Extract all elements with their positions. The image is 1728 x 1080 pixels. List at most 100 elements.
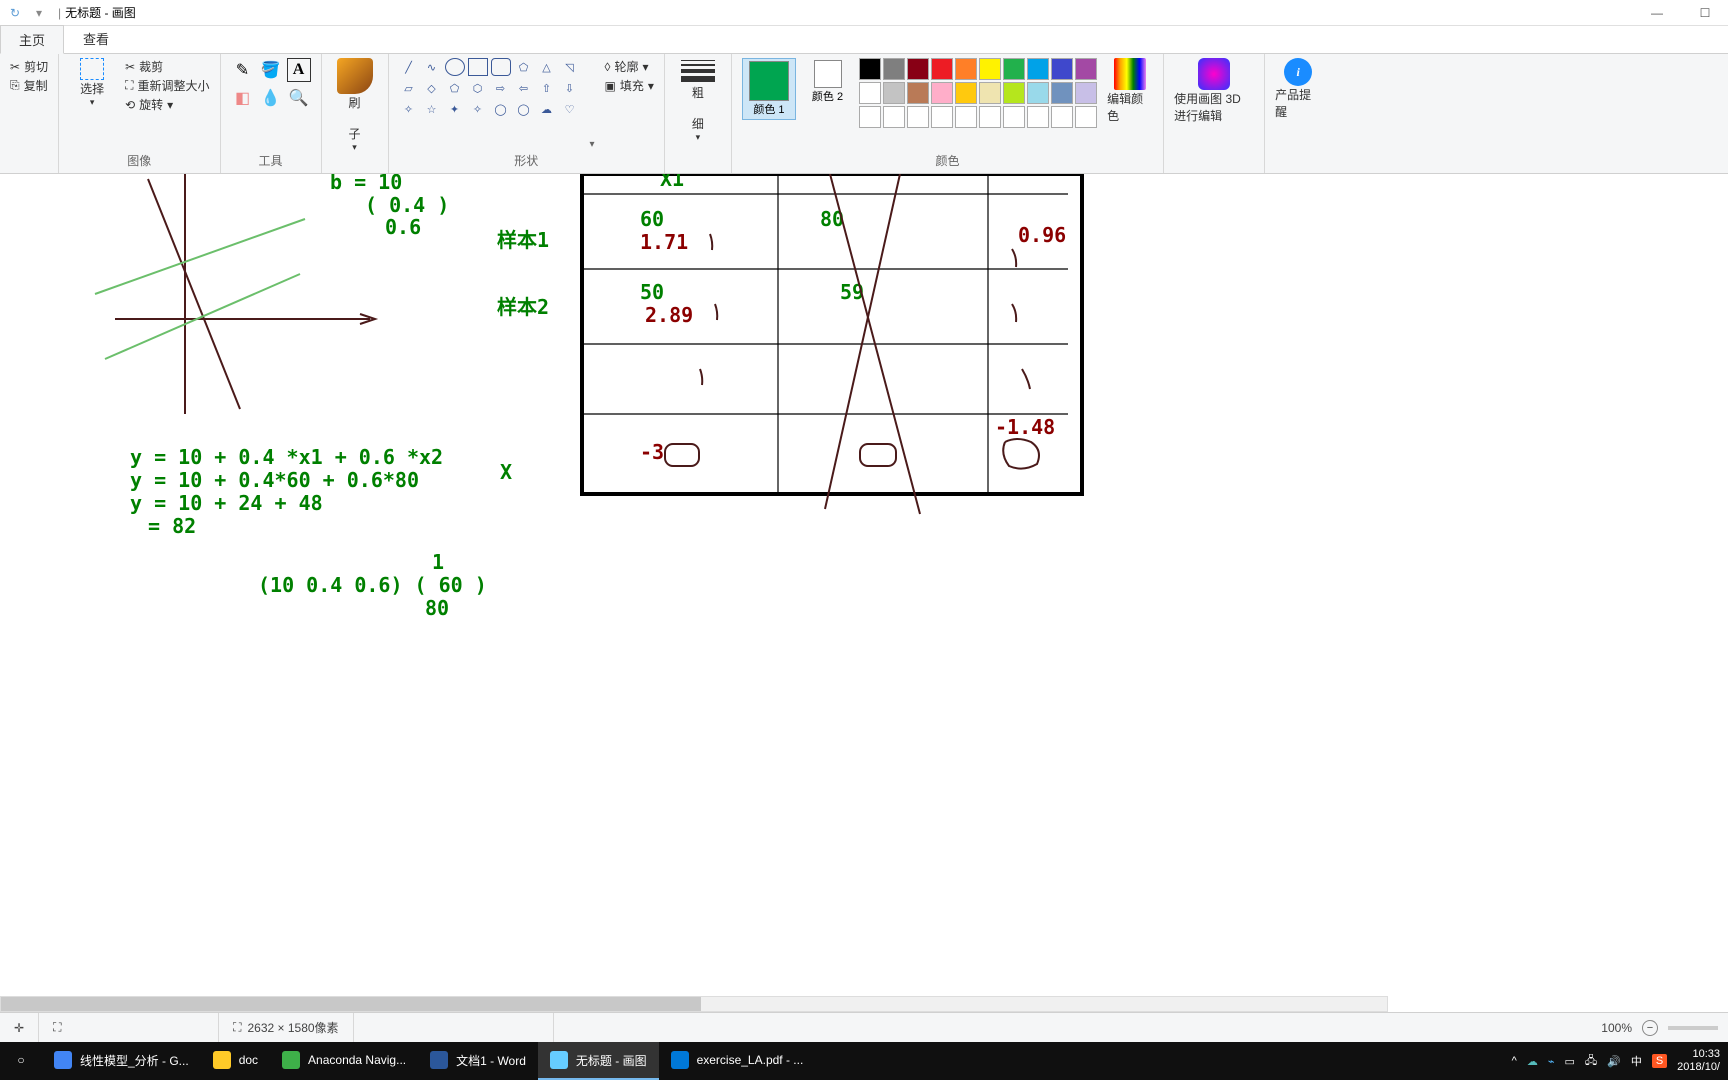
edit-colors-button[interactable]: 编辑颜色 bbox=[1107, 58, 1153, 124]
palette-color[interactable] bbox=[1027, 58, 1049, 80]
svg-text:1.71: 1.71 bbox=[640, 230, 688, 254]
tab-view[interactable]: 查看 bbox=[64, 24, 128, 53]
palette-color[interactable] bbox=[1051, 58, 1073, 80]
palette-color[interactable] bbox=[1075, 58, 1097, 80]
cut-button[interactable]: ✂ 剪切 bbox=[10, 58, 48, 75]
palette-color[interactable] bbox=[979, 58, 1001, 80]
color1-button[interactable]: 颜色 1 bbox=[742, 58, 796, 120]
palette-color[interactable] bbox=[883, 82, 905, 104]
rotate-button[interactable]: ⟲ 旋转 ▾ bbox=[125, 96, 209, 113]
color-palette[interactable] bbox=[859, 58, 1097, 128]
maximize-button[interactable]: ☐ bbox=[1690, 6, 1720, 20]
svg-text:80: 80 bbox=[425, 596, 449, 620]
tips-button[interactable]: i 产品提醒 bbox=[1275, 58, 1321, 120]
tray-volume-icon[interactable]: 🔊 bbox=[1607, 1055, 1621, 1068]
svg-text:1: 1 bbox=[432, 550, 444, 574]
copy-button[interactable]: ⎘ 复制 bbox=[10, 77, 48, 94]
taskbar-app-icon bbox=[550, 1051, 568, 1069]
zoom-tool[interactable]: 🔍 bbox=[287, 86, 311, 110]
paint3d-button[interactable]: 使用画图 3D 进行编辑 bbox=[1174, 58, 1254, 124]
palette-color[interactable] bbox=[1027, 82, 1049, 104]
palette-color[interactable] bbox=[1075, 106, 1097, 128]
palette-color[interactable] bbox=[1003, 106, 1025, 128]
palette-color[interactable] bbox=[1051, 82, 1073, 104]
svg-text:X1: X1 bbox=[660, 174, 684, 191]
palette-color[interactable] bbox=[883, 58, 905, 80]
tray-chevron-icon[interactable]: ^ bbox=[1512, 1055, 1517, 1067]
tray-bluetooth-icon[interactable]: ⌁ bbox=[1548, 1055, 1555, 1068]
palette-color[interactable] bbox=[1003, 58, 1025, 80]
svg-text:60: 60 bbox=[640, 207, 664, 231]
tray-network-icon[interactable]: 🖧 bbox=[1585, 1052, 1597, 1071]
ime-sogou-icon[interactable]: S bbox=[1652, 1054, 1667, 1068]
zoom-out-button[interactable]: − bbox=[1642, 1020, 1658, 1036]
eraser-tool[interactable]: ◧ bbox=[231, 86, 255, 110]
zoom-slider[interactable] bbox=[1668, 1026, 1718, 1030]
paint-canvas[interactable]: b = 10 ( 0.4 ) 0.6 样本1 样本2 X X1 60 80 0.… bbox=[0, 174, 1728, 1024]
fill-shape-button[interactable]: ▣ 填充 ▾ bbox=[605, 77, 654, 94]
palette-color[interactable] bbox=[955, 82, 977, 104]
select-button[interactable]: 选择▾ bbox=[69, 58, 115, 108]
palette-color[interactable] bbox=[907, 106, 929, 128]
fill-tool[interactable]: 🪣 bbox=[259, 58, 283, 82]
taskbar-clock[interactable]: 10:33 2018/10/ bbox=[1677, 1048, 1720, 1074]
select-icon bbox=[80, 58, 104, 80]
palette-color[interactable] bbox=[1051, 106, 1073, 128]
taskbar-item[interactable]: 线性模型_分析 - G... bbox=[42, 1042, 201, 1080]
tray-onedrive-icon[interactable]: ☁ bbox=[1527, 1055, 1538, 1068]
palette-color[interactable] bbox=[955, 58, 977, 80]
status-dimensions: ⛶ 2632 × 1580像素 bbox=[219, 1013, 353, 1042]
redo-icon[interactable]: ↻ bbox=[6, 4, 24, 22]
palette-color[interactable] bbox=[1027, 106, 1049, 128]
taskbar-item[interactable]: exercise_LA.pdf - ... bbox=[659, 1042, 816, 1080]
pencil-tool[interactable]: ✎ bbox=[231, 58, 255, 82]
taskbar-item[interactable]: Anaconda Navig... bbox=[270, 1042, 418, 1080]
text-tool[interactable]: A bbox=[287, 58, 311, 82]
palette-color[interactable] bbox=[931, 106, 953, 128]
tray-battery-icon[interactable]: ▭ bbox=[1564, 1055, 1574, 1068]
minimize-button[interactable]: — bbox=[1642, 6, 1672, 20]
group-tools: ✎ 🪣 A ◧ 💧 🔍 工具 bbox=[221, 54, 322, 173]
ribbon: ✂ 剪切 ⎘ 复制 选择▾ ✂ 裁剪 ⛶ 重新调整大小 ⟲ 旋转 ▾ 图像 ✎ … bbox=[0, 54, 1728, 174]
title-separator: | bbox=[58, 6, 61, 20]
ime-indicator[interactable]: 中 bbox=[1631, 1053, 1642, 1069]
size-icon bbox=[679, 58, 717, 84]
taskbar-search[interactable]: ○ bbox=[0, 1042, 42, 1080]
size-button[interactable]: 粗细▾ bbox=[675, 58, 721, 143]
color2-button[interactable]: 颜色 2 bbox=[806, 58, 849, 106]
crop-button[interactable]: ✂ 裁剪 bbox=[125, 58, 209, 75]
group-tips: i 产品提醒 bbox=[1265, 54, 1331, 173]
taskbar-item[interactable]: doc bbox=[201, 1042, 270, 1080]
system-tray[interactable]: ^ ☁ ⌁ ▭ 🖧 🔊 中 S 10:33 2018/10/ bbox=[1512, 1048, 1728, 1074]
palette-color[interactable] bbox=[979, 82, 1001, 104]
tab-home[interactable]: 主页 bbox=[0, 25, 64, 54]
palette-color[interactable] bbox=[955, 106, 977, 128]
qat-dropdown-icon[interactable]: ▾ bbox=[30, 4, 48, 22]
shapes-gallery[interactable]: ╱∿⬠△◹ ▱◇⬠⬡⇨⇦⇧⇩ ✧☆✦✧◯◯☁♡ bbox=[399, 58, 580, 118]
group-label-clipboard bbox=[10, 153, 48, 171]
taskbar-item[interactable]: 无标题 - 画图 bbox=[538, 1042, 659, 1080]
shapes-expand-icon[interactable]: ▾ bbox=[590, 139, 595, 150]
palette-color[interactable] bbox=[1075, 82, 1097, 104]
palette-color[interactable] bbox=[907, 82, 929, 104]
brush-icon bbox=[337, 58, 373, 94]
palette-color[interactable] bbox=[1003, 82, 1025, 104]
color2-swatch bbox=[814, 60, 842, 88]
palette-color[interactable] bbox=[979, 106, 1001, 128]
taskbar-item[interactable]: 文档1 - Word bbox=[418, 1042, 538, 1080]
palette-color[interactable] bbox=[859, 106, 881, 128]
palette-color[interactable] bbox=[883, 106, 905, 128]
palette-color[interactable] bbox=[931, 82, 953, 104]
outline-button[interactable]: ◊ 轮廓 ▾ bbox=[605, 58, 654, 75]
group-label-tools: 工具 bbox=[231, 150, 311, 171]
resize-button[interactable]: ⛶ 重新调整大小 bbox=[125, 77, 209, 94]
picker-tool[interactable]: 💧 bbox=[259, 86, 283, 110]
palette-color[interactable] bbox=[907, 58, 929, 80]
palette-color[interactable] bbox=[931, 58, 953, 80]
scrollbar-thumb[interactable] bbox=[1, 997, 701, 1011]
group-clipboard: ✂ 剪切 ⎘ 复制 bbox=[0, 54, 59, 173]
palette-color[interactable] bbox=[859, 82, 881, 104]
brush-button[interactable]: 刷子▾ bbox=[332, 58, 378, 153]
palette-color[interactable] bbox=[859, 58, 881, 80]
horizontal-scrollbar[interactable] bbox=[0, 996, 1388, 1012]
